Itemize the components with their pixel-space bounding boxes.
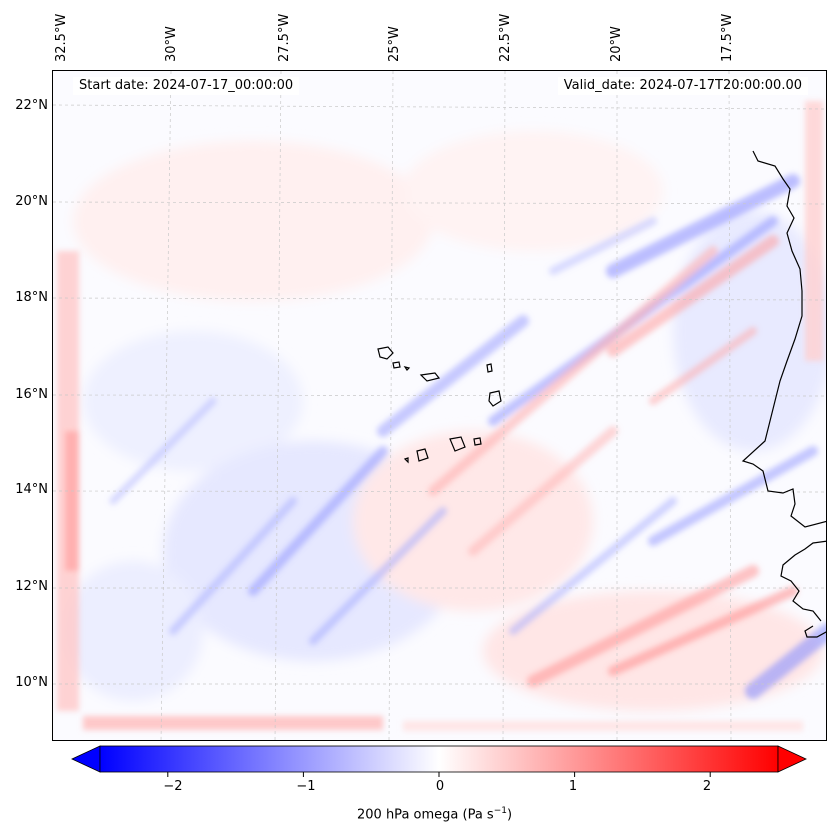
colorbar-gradient [99,745,779,773]
colorbar-tick-label: 1 [568,779,578,794]
lon-label-30w: 30°W [164,26,179,62]
colorbar-min-extend [71,745,101,773]
map-panel: Start date: 2024-07-17_00:00:00 Valid_da… [52,70,827,741]
lat-label-14n: 14°N [15,482,48,497]
colorbar-tick-label: 2 [702,779,712,794]
colorbar [71,745,807,777]
lon-label-22-5w: 22.5°W [498,13,513,62]
cape-verde-islands [377,346,502,464]
lon-label-32-5w: 32.5°W [54,13,69,62]
african-coastline [741,150,826,638]
diagonal-streaks [109,174,826,699]
lat-label-18n: 18°N [15,290,48,305]
colorbar-max-extend [777,745,807,773]
valid-date: Valid_date: 2024-07-17T20:00:00.00 [557,77,808,95]
graticule [53,71,826,740]
colorbar-tick-label: 0 [435,779,445,794]
lat-label-16n: 16°N [15,387,48,402]
lon-label-25w: 25°W [387,26,402,62]
lon-label-17-5w: 17.5°W [720,13,735,62]
lon-label-20w: 20°W [609,26,624,62]
colorbar-label: 200 hPa omega (Pa s−1) [357,806,513,823]
boundary-bands [57,101,823,731]
colorbar-tick-label: −1 [296,779,316,794]
start-date: Start date: 2024-07-17_00:00:00 [73,77,300,95]
lat-label-22n: 22°N [15,98,48,113]
omega-field-map [53,71,826,740]
lat-label-10n: 10°N [15,675,48,690]
colorbar-tick-label: −2 [163,779,183,794]
lat-label-20n: 20°N [15,194,48,209]
lat-label-12n: 12°N [15,579,48,594]
lon-label-27-5w: 27.5°W [277,13,292,62]
